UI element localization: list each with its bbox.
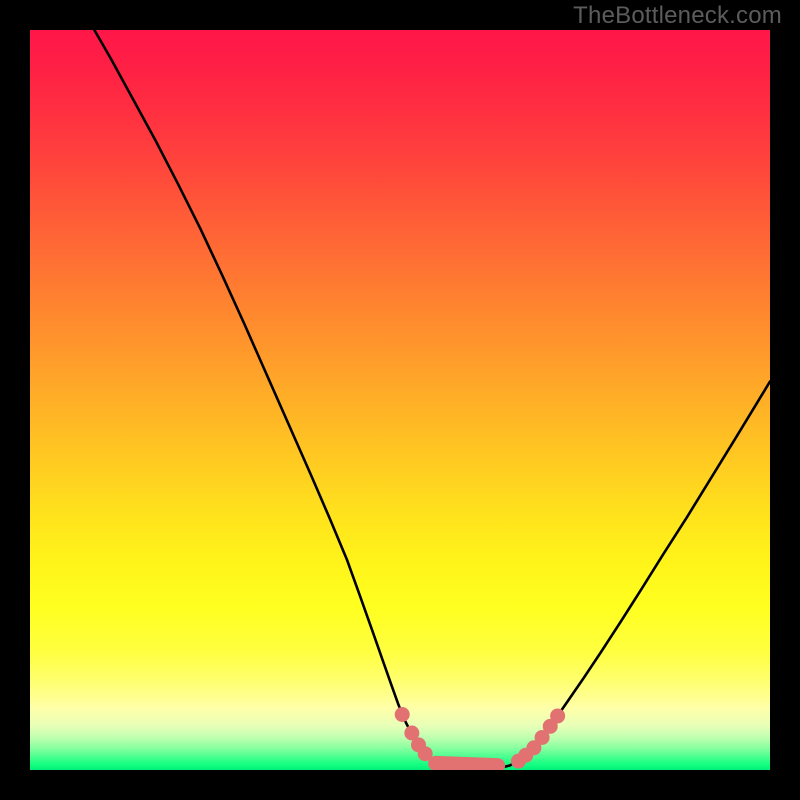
bottleneck-marker-dot	[418, 746, 433, 761]
chart-plot-area	[30, 30, 770, 770]
chart-overlay-svg	[30, 30, 770, 770]
bottleneck-marker-dot	[550, 708, 565, 723]
bottleneck-marker-dot	[395, 707, 410, 722]
bottleneck-curve-right	[504, 382, 770, 768]
watermark-text: TheBottleneck.com	[573, 2, 782, 30]
bottleneck-marker-capsule	[436, 763, 498, 765]
bottleneck-curve-left	[94, 30, 448, 767]
bottleneck-marker-group	[395, 707, 565, 769]
